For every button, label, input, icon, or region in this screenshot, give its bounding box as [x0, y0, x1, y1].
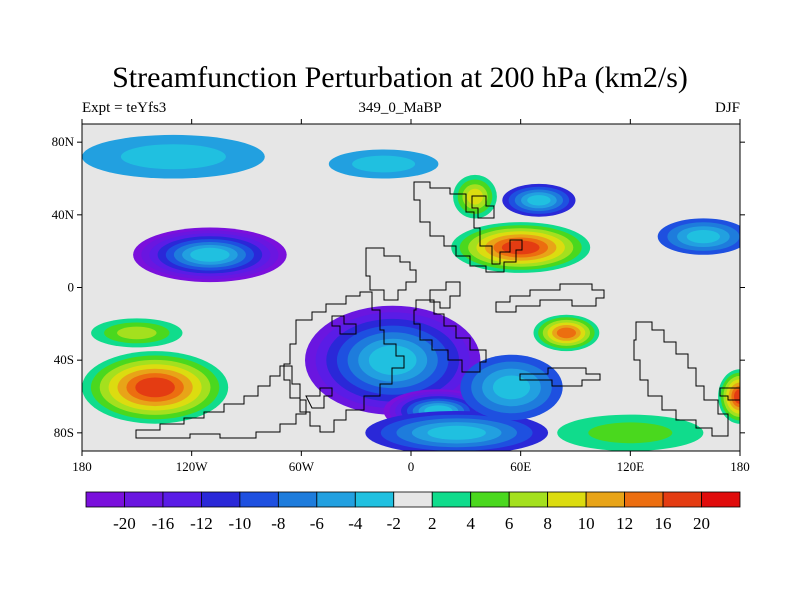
colorbar-label: -12 — [190, 514, 213, 533]
coastline-antarctic-peninsula — [305, 387, 333, 409]
contour-neg-6-2 — [686, 230, 721, 244]
contour-neg-8-2 — [352, 155, 416, 173]
season-label: DJF — [714, 100, 740, 116]
colorbar-swatch — [585, 491, 625, 508]
colorbar-swatch — [662, 491, 702, 508]
coastline-north-america-lobe — [471, 195, 495, 219]
colorbar-swatch — [85, 491, 125, 508]
contour-pos-15-4 — [588, 422, 673, 444]
coastline-europe — [365, 247, 417, 301]
x-tick-label: 60W — [289, 459, 315, 474]
colorbar-swatch — [393, 491, 433, 508]
contour-pos-11-16 — [135, 377, 175, 398]
colorbar-swatch — [508, 491, 549, 508]
colorbar-label: -8 — [271, 514, 285, 533]
colorbar-swatch — [701, 491, 741, 508]
map-panel: 180 120W 60W 0 60E 120E 180 80N 40N 0 40S 80S — [52, 119, 750, 474]
contour-neg-0-2 — [190, 247, 230, 262]
coastline-eurasia-south — [429, 281, 461, 309]
map-axes: 180 120W 60W 0 60E 120E 180 80N 40N 0 40S 80S — [52, 119, 750, 474]
coastline-antarctica — [135, 365, 307, 439]
colorbar-swatch — [470, 491, 510, 508]
colorbar-swatch — [162, 491, 202, 508]
x-tick-label: 0 — [408, 459, 415, 474]
contour-neg-7-2 — [120, 144, 226, 170]
coastline-south-america — [283, 291, 405, 433]
contour-neg-3-2 — [427, 425, 486, 440]
colorbar-label: -4 — [348, 514, 363, 533]
colorbar-label: -6 — [310, 514, 324, 533]
colorbar-swatch — [201, 491, 241, 508]
colorbar-label: 16 — [655, 514, 672, 533]
x-tick-label: 180 — [72, 459, 92, 474]
colorbar-label: 12 — [616, 514, 633, 533]
contour-pos-13-12 — [556, 327, 577, 339]
colorbar-label: -10 — [229, 514, 252, 533]
y-tick-label: 80N — [52, 134, 75, 149]
case-label: 349_0_MaBP — [358, 100, 442, 116]
coastline-north-america — [413, 181, 523, 273]
colorbar-label: 20 — [693, 514, 710, 533]
colorbar-swatch — [239, 491, 279, 508]
colorbar-label: 4 — [466, 514, 475, 533]
colorbar-label: 2 — [428, 514, 437, 533]
colorbar-swatch — [431, 491, 472, 508]
colorbar-label: 6 — [505, 514, 514, 533]
plot-title: Streamfunction Perturbation at 200 hPa (… — [112, 61, 688, 94]
contour-neg-5-2 — [527, 195, 551, 206]
colorbar-swatch — [124, 491, 164, 508]
coastlines — [135, 181, 740, 439]
coastline-south-america-islands — [331, 315, 357, 335]
colorbar-label: -2 — [387, 514, 401, 533]
contour-pos-10-8 — [467, 188, 483, 205]
x-tick-label: 180 — [730, 459, 750, 474]
colorbar-swatch — [354, 491, 395, 508]
coastline-india — [495, 283, 605, 313]
contour-neg-4-2 — [492, 375, 531, 400]
coastline-southeast-asia — [519, 367, 601, 387]
y-tick-label: 40N — [52, 207, 75, 222]
streamfunction-contours — [82, 134, 740, 451]
colorbar-swatch — [547, 491, 587, 508]
coastline-island-east — [719, 387, 740, 401]
x-tick-label: 60E — [510, 459, 531, 474]
experiment-label: Expt = teYfs3 — [82, 100, 167, 116]
colorbar-swatch — [624, 491, 664, 508]
colorbar-label: -20 — [113, 514, 136, 533]
contour-pos-9-16 — [501, 240, 540, 255]
contour-neg-1-2 — [368, 345, 417, 376]
x-tick-label: 120E — [617, 459, 645, 474]
x-tick-label: 120W — [176, 459, 209, 474]
coastline-africa — [413, 299, 487, 373]
colorbar-label: 8 — [543, 514, 552, 533]
y-tick-label: 80S — [54, 425, 74, 440]
colorbar: -20 -16 -12 -10 -8 -6 -4 -2 2 4 6 8 10 12 16 20 — [85, 491, 741, 533]
coastline-australia — [633, 321, 729, 437]
colorbar-swatch — [277, 491, 318, 508]
colorbar-label: 10 — [578, 514, 595, 533]
colorbar-swatch — [316, 491, 356, 508]
y-tick-label: 0 — [68, 280, 75, 295]
contour-pos-12-6 — [117, 326, 157, 340]
colorbar-label: -16 — [152, 514, 175, 533]
y-tick-label: 40S — [54, 352, 74, 367]
